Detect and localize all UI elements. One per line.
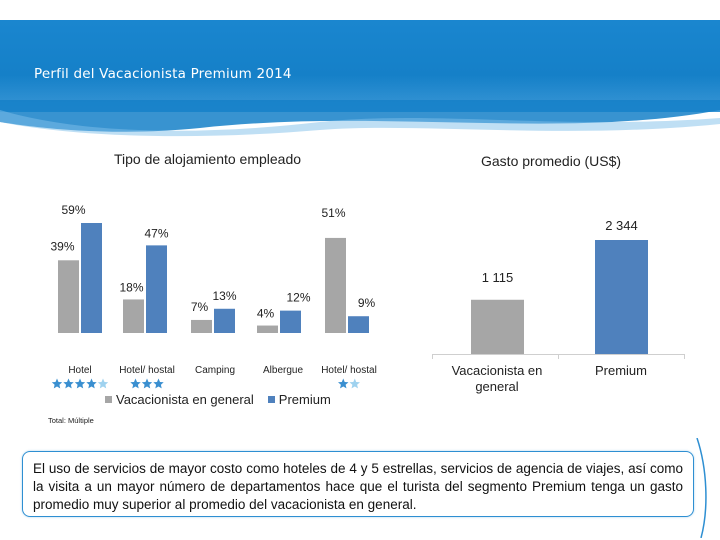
header-wave — [0, 100, 720, 137]
data-label-gasto-2: 2 344 — [605, 218, 638, 233]
bar-gasto-1 — [471, 299, 524, 354]
legend-swatch-general — [105, 396, 112, 403]
category-label-2: Hotel/ hostal — [119, 365, 175, 376]
data-label-general-4: 4% — [257, 307, 275, 321]
star-icon-2-3 — [153, 378, 164, 389]
data-label-premium-4: 12% — [286, 291, 310, 305]
data-label-general-5: 51% — [321, 206, 345, 220]
star-icon-5-1 — [338, 378, 349, 389]
summary-text: El uso de servicios de mayor costo como … — [33, 461, 683, 512]
bar-general-4 — [257, 325, 278, 333]
star-icon-1-5 — [97, 378, 109, 389]
legend-swatch-premium — [267, 396, 275, 403]
star-icon-2-1 — [130, 378, 141, 389]
decorative-side-line — [696, 438, 707, 538]
data-label-gasto-1: 1 115 — [482, 270, 514, 285]
legend-item-general: Vacacionista en general — [105, 392, 254, 407]
bar-premium-2 — [146, 245, 167, 333]
category-label-4: Albergue — [263, 365, 303, 376]
chart-legend: Vacacionista en general Premium — [105, 392, 339, 407]
page-title: Perfil del Vacacionista Premium 2014 — [34, 66, 292, 82]
legend-label-premium: Premium — [278, 392, 331, 407]
star-icon-1-1 — [51, 378, 63, 389]
category-label-5: Hotel/ hostal — [321, 365, 377, 376]
star-icon-5-2 — [349, 378, 360, 389]
data-label-premium-2: 47% — [144, 226, 168, 240]
chart-title-alojamiento: Tipo de alojamiento empleado — [114, 151, 302, 167]
category-label-1: Hotel — [68, 365, 91, 376]
bar-premium-4 — [280, 310, 301, 333]
bar-gasto-2 — [595, 240, 648, 354]
bar-premium-1 — [81, 223, 102, 333]
category-label-gasto-1b: general — [475, 379, 518, 394]
star-icon-1-4 — [86, 378, 97, 389]
header-banner — [0, 20, 720, 112]
data-label-premium-1: 59% — [61, 203, 85, 217]
star-icon-1-2 — [63, 378, 74, 389]
category-label-gasto-2: Premium — [595, 363, 647, 378]
data-label-general-2: 18% — [119, 280, 143, 294]
bar-premium-5 — [348, 316, 369, 333]
footnote: Total: Múltiple — [48, 416, 94, 425]
bar-general-1 — [58, 260, 79, 333]
category-label-gasto-1a: Vacacionista en — [452, 363, 543, 378]
data-label-premium-3: 13% — [212, 289, 236, 303]
star-icon-2-2 — [141, 378, 153, 389]
summary-note: El uso de servicios de mayor costo como … — [22, 451, 694, 517]
category-label-3: Camping — [195, 365, 235, 376]
bar-general-2 — [123, 299, 144, 333]
bar-general-3 — [191, 319, 212, 333]
data-label-premium-5: 9% — [358, 296, 376, 310]
bar-premium-3 — [214, 308, 235, 333]
bar-general-5 — [325, 237, 346, 333]
chart-title-gasto: Gasto promedio (US$) — [481, 153, 622, 169]
data-label-general-1: 39% — [50, 239, 74, 253]
data-label-general-3: 7% — [191, 300, 209, 314]
legend-label-general: Vacacionista en general — [116, 392, 254, 407]
star-icon-1-3 — [74, 378, 86, 389]
legend-item-premium: Premium — [267, 392, 331, 407]
